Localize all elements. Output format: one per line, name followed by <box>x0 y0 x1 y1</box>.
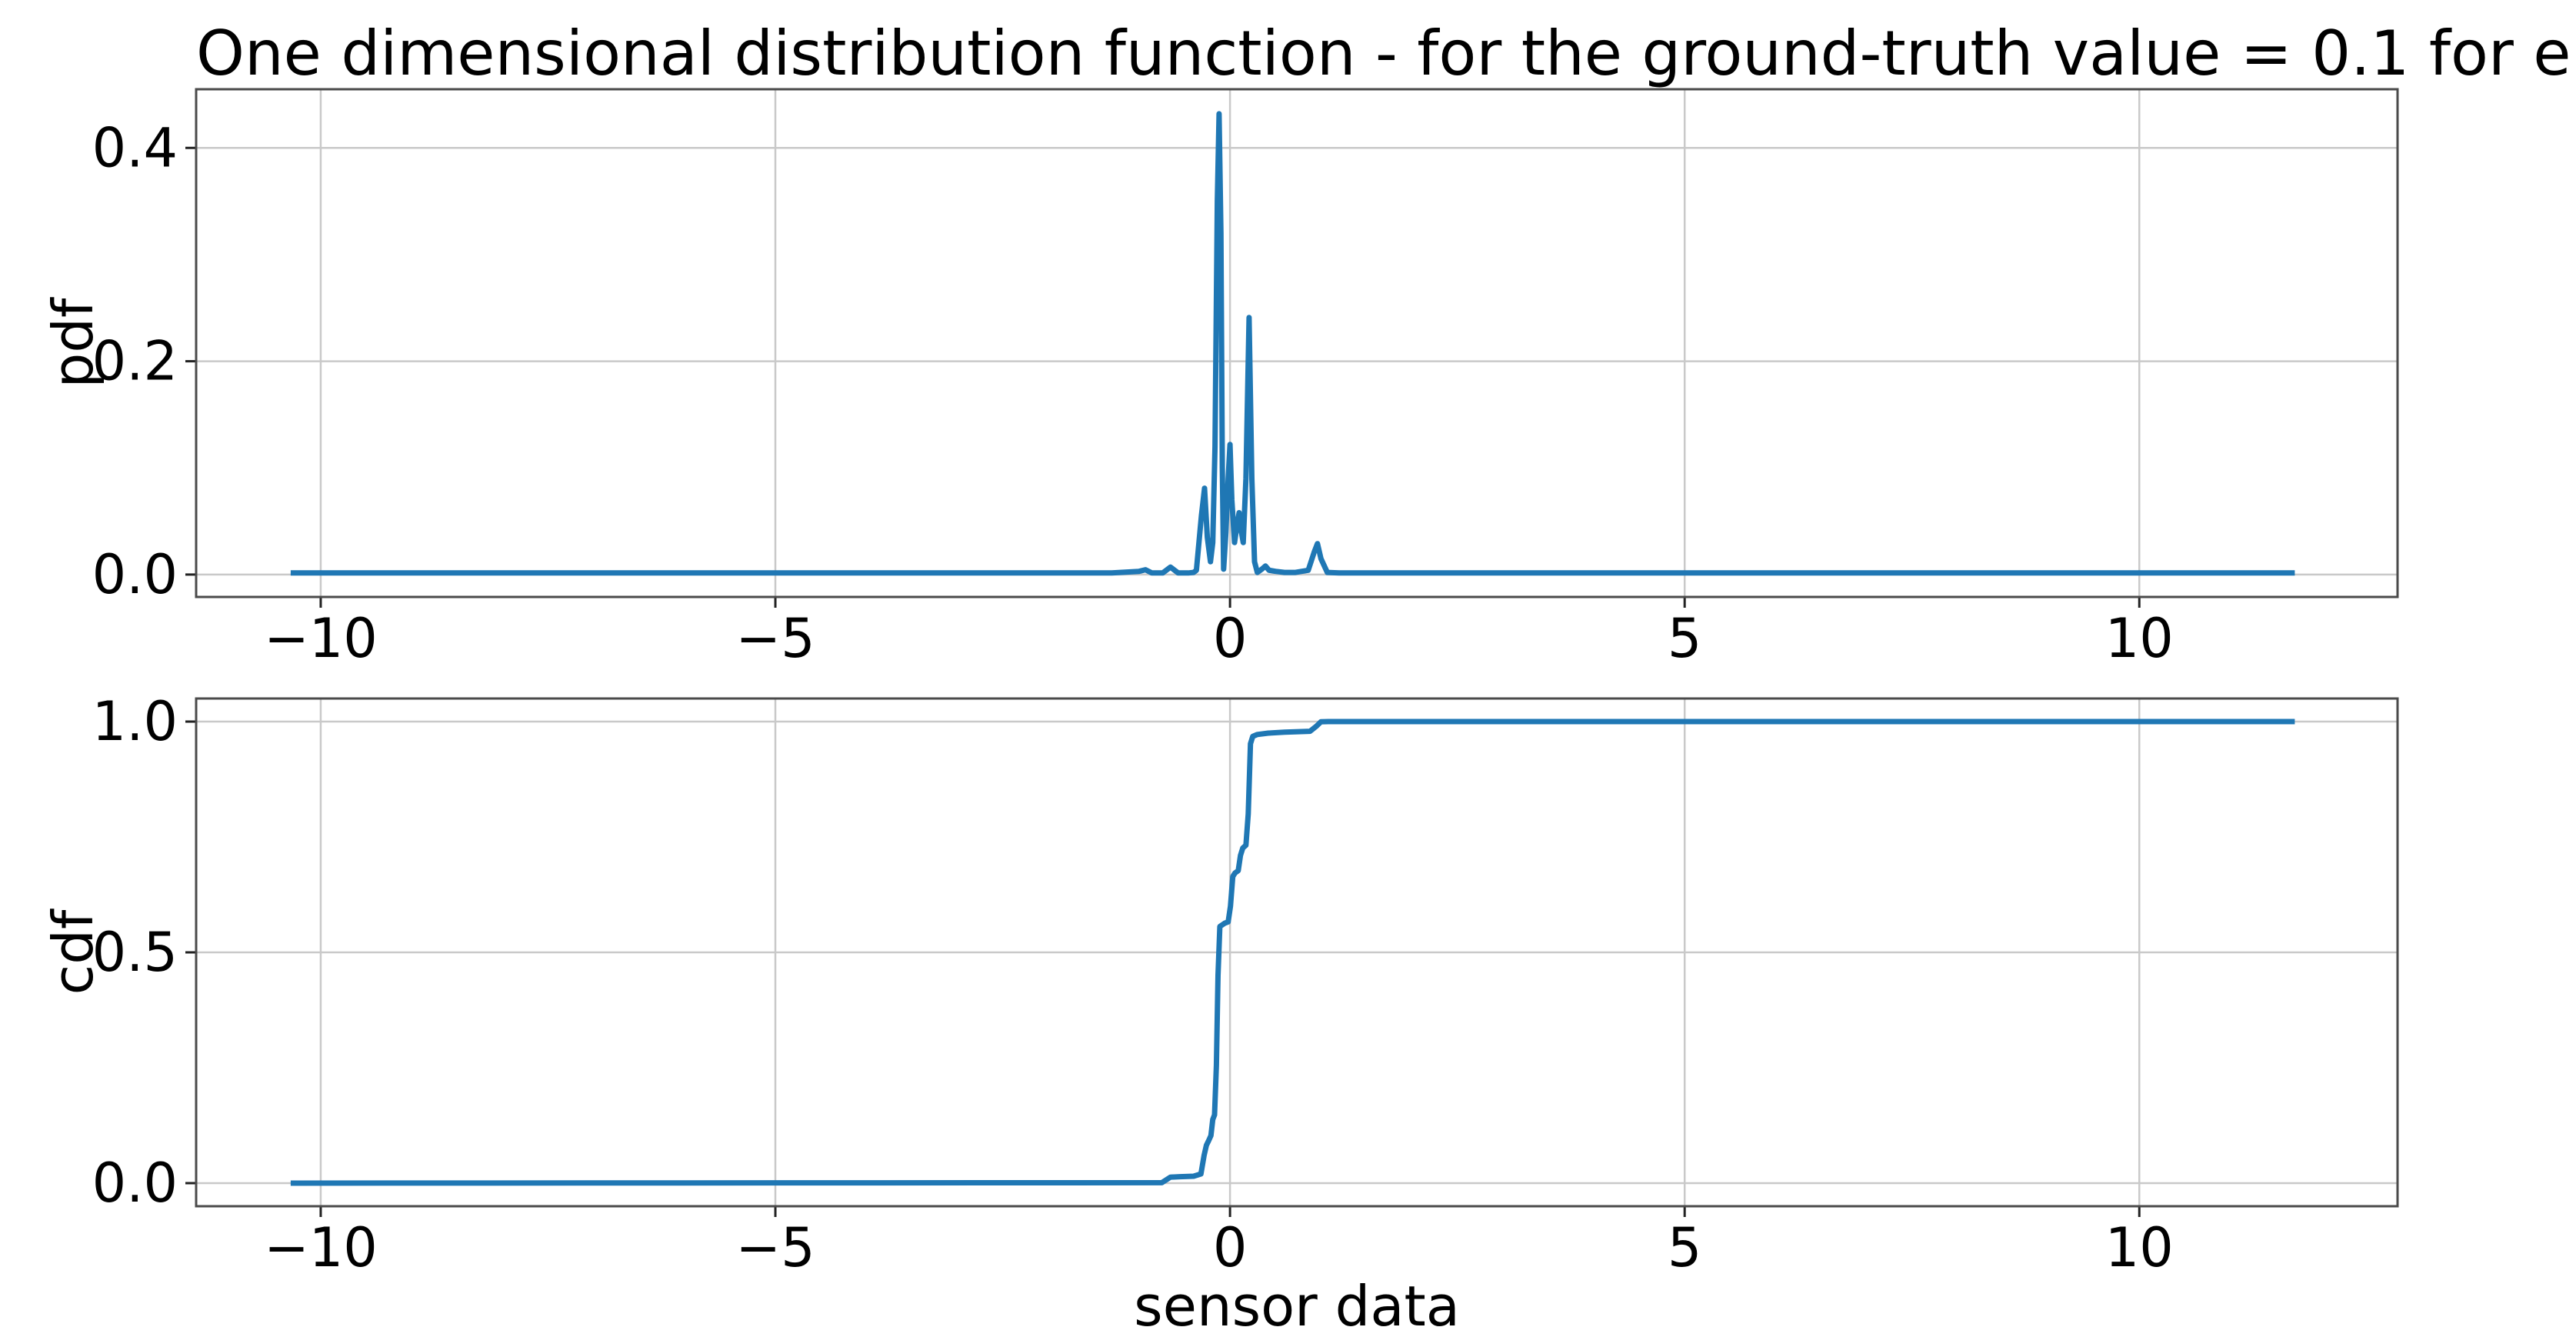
cdf-y-tick-label: 1.0 <box>92 690 178 753</box>
pdf-y-tick-label: 0.4 <box>92 116 178 179</box>
pdf-x-tick-label: 5 <box>1668 607 1702 670</box>
pdf-x-tick-label: −10 <box>264 607 378 670</box>
cdf-axes: −10 −5 0 5 10 0.0 0.5 1.0 <box>92 690 2399 1279</box>
cdf-curve <box>290 719 2295 1186</box>
cdf-x-tick-label: 5 <box>1668 1216 1702 1279</box>
cdf-x-tick-label: 10 <box>2105 1216 2174 1279</box>
cdf-ylabel-text: cdf <box>41 909 105 995</box>
cdf-x-tick-label: 0 <box>1213 1216 1248 1279</box>
pdf-x-tick-label: 0 <box>1213 607 1248 670</box>
pdf-y-tick-label: 0.2 <box>92 330 178 393</box>
pdf-axes: −10 −5 0 5 10 0.0 0.2 0.4 <box>92 88 2399 670</box>
cdf-x-tick-label: −10 <box>264 1216 378 1279</box>
pdf-plot-border <box>195 88 2399 598</box>
cdf-y-tick-label: 0.5 <box>92 921 178 984</box>
cdf-y-tick-label: 0.0 <box>92 1152 178 1215</box>
pdf-y-tick-label: 0.0 <box>92 543 178 606</box>
pdf-x-tick-label: 10 <box>2105 607 2174 670</box>
cdf-x-tick-label: −5 <box>735 1216 815 1279</box>
pdf-x-tick-label: −5 <box>735 607 815 670</box>
xlabel: sensor data <box>1134 1274 1460 1337</box>
cdf-plot-border <box>195 697 2399 1208</box>
pdf-curve <box>290 111 2295 576</box>
pdf-ylabel-text: pdf <box>41 298 105 388</box>
figure-title: One dimensional distribution function - … <box>196 18 2576 89</box>
